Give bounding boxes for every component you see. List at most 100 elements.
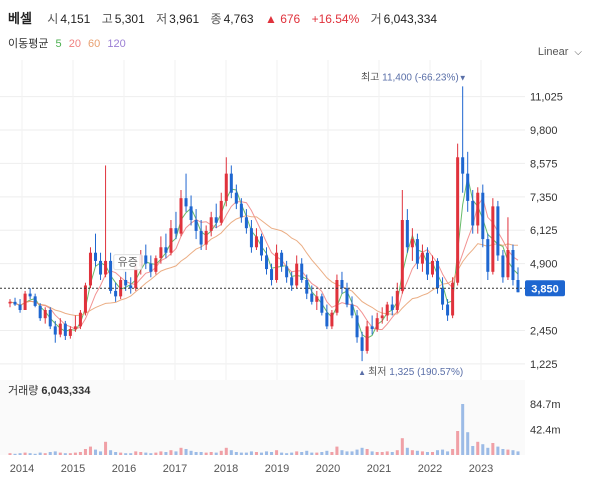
- candle-body: [461, 157, 465, 174]
- candle-body: [154, 258, 158, 272]
- rights-offering-label: 유증: [118, 256, 138, 269]
- chevron-down-icon: ⌵: [574, 47, 582, 58]
- candle-body: [204, 230, 208, 245]
- candle: [259, 233, 263, 261]
- candle-body: [315, 296, 319, 302]
- ma-20: 20: [68, 38, 81, 50]
- candle-body: [390, 304, 394, 310]
- volume-bar: [124, 453, 128, 455]
- candle: [239, 198, 243, 223]
- candle-body: [295, 263, 299, 286]
- volume-bar: [380, 452, 384, 455]
- candle: [199, 220, 203, 250]
- ma-60: 60: [88, 38, 101, 50]
- candle: [23, 290, 27, 310]
- volume-bar: [290, 452, 294, 455]
- candle: [461, 86, 465, 193]
- x-tick-label: 2022: [418, 463, 442, 475]
- candle: [129, 277, 133, 294]
- candle: [305, 274, 309, 300]
- candle: [325, 304, 329, 330]
- candle: [109, 252, 113, 294]
- candle-body: [501, 255, 505, 278]
- candle-body: [350, 304, 354, 316]
- x-tick-label: 2017: [163, 463, 187, 475]
- candle: [446, 299, 450, 321]
- candle-body: [159, 247, 163, 259]
- candle: [58, 318, 62, 338]
- candle: [270, 263, 274, 286]
- volume-bar: [300, 452, 304, 455]
- candle: [436, 258, 440, 294]
- candle-body: [234, 192, 238, 204]
- volume-bar: [224, 447, 228, 455]
- candle-body: [129, 285, 133, 289]
- volume-bar: [214, 452, 218, 455]
- volume-bar: [461, 404, 465, 455]
- volume-bar: [441, 449, 445, 455]
- scale-dropdown[interactable]: Linear ⌵: [538, 46, 582, 58]
- candle: [13, 297, 17, 306]
- candle: [476, 187, 480, 234]
- candle: [184, 173, 188, 212]
- candle: [194, 209, 198, 240]
- candle-body: [466, 173, 470, 201]
- volume-bar: [189, 450, 193, 455]
- candle-body: [83, 285, 87, 313]
- volume-bar: [149, 453, 153, 455]
- x-tick-label: 2020: [316, 463, 340, 475]
- candle: [18, 299, 22, 313]
- candle-body: [259, 236, 263, 256]
- candle-body: [124, 280, 128, 286]
- quote-header: 베셀 시 4,151 고 5,301 저 3,961 종 4,763 ▲ 676 +16…: [8, 8, 445, 27]
- volume-bar: [370, 451, 374, 455]
- ma60-line: [9, 215, 519, 317]
- volume-bar: [78, 452, 82, 455]
- candle-body: [53, 326, 57, 335]
- candle-body: [330, 312, 334, 327]
- candle: [370, 315, 374, 335]
- moving-average-legend[interactable]: 이동평균 5 20 60 120: [8, 35, 130, 51]
- candle: [174, 211, 178, 240]
- candle-body: [174, 228, 178, 234]
- scale-label: Linear: [537, 46, 569, 58]
- volume-bar: [58, 452, 62, 455]
- min-annotation: 최저 1,325 (190.57%): [368, 366, 463, 378]
- candle-body: [360, 337, 364, 351]
- volume-bar: [184, 449, 188, 455]
- volume-bar: [415, 450, 419, 455]
- candle-body: [320, 296, 324, 313]
- y-tick-label: 2,450: [530, 325, 558, 337]
- candle-body: [43, 310, 47, 319]
- candle-body: [68, 329, 72, 336]
- volume-bar: [8, 453, 12, 455]
- candle-body: [275, 252, 279, 280]
- volume-bar: [390, 452, 394, 455]
- ma5-line: [9, 177, 519, 339]
- candle-body: [436, 260, 440, 289]
- candle-body: [149, 263, 153, 272]
- volume-bar: [360, 447, 364, 455]
- volume-bar: [345, 451, 349, 455]
- candle-body: [13, 301, 17, 305]
- candle: [280, 250, 284, 272]
- candle-body: [400, 220, 404, 291]
- candle: [496, 200, 500, 261]
- volume-bar: [270, 452, 274, 455]
- candle: [169, 220, 173, 256]
- open-label: 시: [47, 12, 59, 26]
- candle-body: [355, 315, 359, 338]
- volume-bar: [219, 450, 223, 455]
- volume-bar: [53, 451, 57, 455]
- volume-bar: [169, 450, 173, 455]
- volume-bar: [38, 452, 42, 455]
- candle-body: [441, 288, 445, 305]
- candle: [189, 195, 193, 226]
- volume-bar: [315, 452, 319, 455]
- volume-bar: [88, 446, 92, 455]
- candle: [395, 282, 399, 313]
- ma20-line: [9, 197, 519, 330]
- up-triangle-icon: ▲: [264, 12, 277, 26]
- volume-bar: [254, 452, 258, 455]
